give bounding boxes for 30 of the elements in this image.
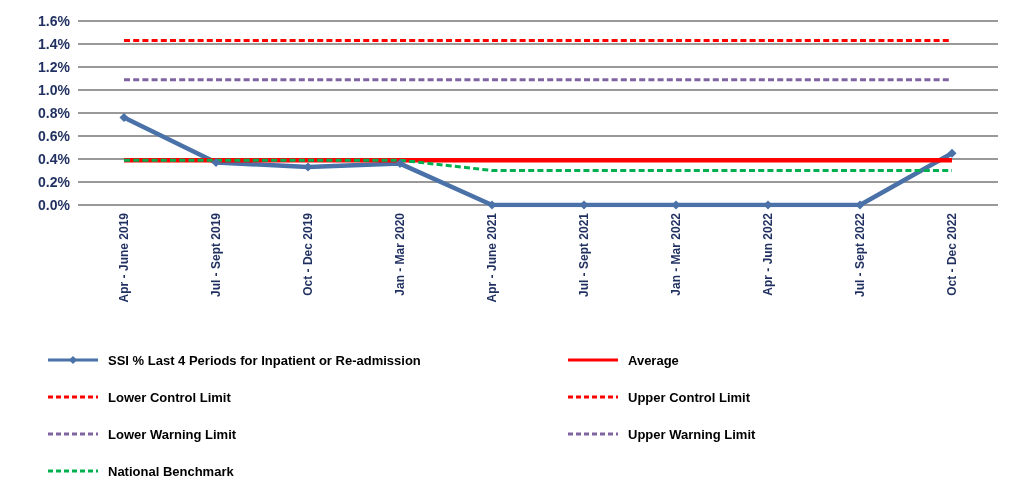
x-tick-label: Apr - June 2021 xyxy=(485,212,499,303)
y-tick-label: 1.0% xyxy=(38,82,71,98)
point xyxy=(119,113,129,123)
legend-label: Upper Control Limit xyxy=(628,389,751,405)
x-tick-label: Jan - Mar 2022 xyxy=(669,212,683,296)
y-tick-label: 1.4% xyxy=(38,36,71,52)
legend-label: National Benchmark xyxy=(108,463,235,479)
legend-label: Lower Warning Limit xyxy=(108,426,237,442)
x-tick-label: Oct - Dec 2019 xyxy=(301,212,315,296)
legend-label: Lower Control Limit xyxy=(108,389,232,405)
y-tick-label: 0.6% xyxy=(38,128,71,144)
legend-label: Average xyxy=(628,352,679,368)
point xyxy=(947,148,957,158)
y-tick-label: 1.6% xyxy=(38,13,71,29)
y-tick-label: 1.2% xyxy=(38,59,71,75)
legend-label: Upper Warning Limit xyxy=(628,426,757,442)
x-tick-label: Jul - Sept 2022 xyxy=(853,212,867,298)
x-tick-label: Jan - Mar 2020 xyxy=(393,212,407,296)
x-tick-label: Jul - Sept 2021 xyxy=(577,212,591,298)
x-tick-label: Apr - June 2019 xyxy=(117,212,131,303)
point xyxy=(395,159,405,169)
y-tick-label: 0.4% xyxy=(38,151,71,167)
x-tick-label: Oct - Dec 2022 xyxy=(945,212,959,296)
point xyxy=(211,157,221,167)
y-tick-label: 0.8% xyxy=(38,105,71,121)
y-tick-label: 0.2% xyxy=(38,174,71,190)
y-tick-label: 0.0% xyxy=(38,197,71,213)
x-tick-label: Jul - Sept 2019 xyxy=(209,212,223,298)
x-tick-label: Apr - Jun 2022 xyxy=(761,212,775,296)
legend-label: SSI % Last 4 Periods for Inpatient or Re-admission xyxy=(108,352,421,368)
